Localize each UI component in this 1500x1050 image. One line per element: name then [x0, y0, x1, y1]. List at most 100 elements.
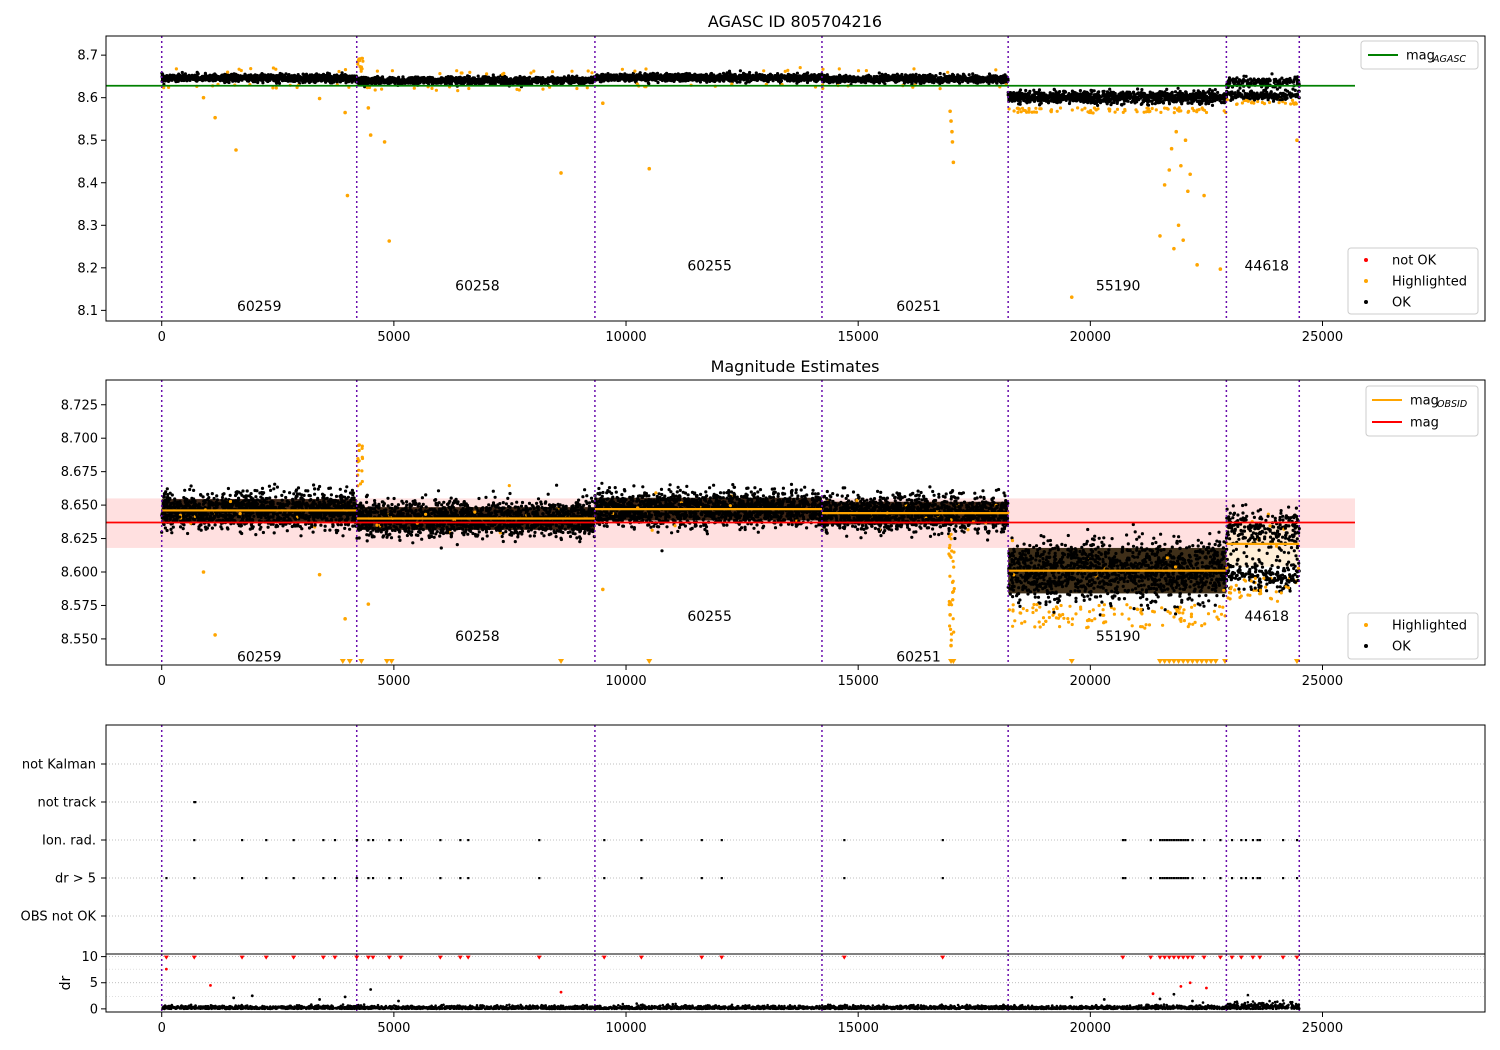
ok-point — [837, 73, 842, 77]
ok-point — [776, 72, 780, 76]
ok-point — [185, 74, 189, 78]
ok-point — [847, 79, 852, 83]
ok-point — [987, 72, 992, 76]
ok-point — [281, 78, 285, 82]
ok-point — [722, 74, 726, 78]
ok-point — [262, 75, 267, 79]
ok-point — [693, 77, 698, 82]
ok-point — [715, 75, 719, 79]
ok-point — [340, 71, 344, 75]
ok-point — [528, 79, 533, 83]
ok-point — [179, 74, 183, 78]
ok-point — [542, 79, 546, 84]
ok-point — [774, 75, 778, 79]
ok-point — [971, 75, 975, 79]
ok-point — [634, 74, 639, 78]
ok-point — [578, 81, 583, 85]
ok-point — [166, 79, 171, 83]
highlighted-point — [1083, 106, 1087, 110]
ok-point — [757, 75, 761, 79]
ok-point — [877, 71, 881, 75]
highlighted-point — [1012, 109, 1016, 113]
ok-point — [885, 77, 889, 81]
ok-point — [367, 78, 371, 82]
ok-point — [351, 79, 355, 83]
ok-point — [195, 74, 199, 79]
highlighted-point — [1055, 109, 1059, 113]
ok-point — [987, 76, 992, 80]
ok-point — [448, 82, 452, 86]
ok-point — [518, 80, 523, 84]
ok-point — [795, 71, 800, 75]
ok-point — [911, 73, 915, 77]
ok-point — [843, 76, 848, 80]
ok-point — [209, 76, 213, 81]
ok-point — [945, 80, 950, 84]
ok-point — [670, 78, 674, 82]
ok-point — [958, 75, 962, 80]
ok-point — [621, 76, 625, 80]
ok-point — [514, 81, 518, 85]
ok-point — [682, 76, 687, 80]
ok-point — [905, 75, 909, 79]
ok-point — [675, 75, 679, 79]
ok-point — [915, 78, 919, 82]
ok-point — [259, 77, 263, 81]
ok-point — [605, 74, 609, 78]
ok-point — [334, 74, 338, 78]
ok-point — [168, 75, 172, 79]
ok-point — [512, 78, 516, 82]
ok-point — [984, 77, 989, 81]
ok-point — [797, 79, 801, 84]
ok-point — [669, 73, 673, 77]
ok-point — [458, 75, 462, 79]
ok-point — [728, 71, 732, 75]
ok-point — [490, 78, 494, 82]
ok-point — [747, 73, 752, 77]
ok-point — [971, 72, 975, 76]
ok-point — [744, 75, 748, 79]
ok-point — [877, 81, 882, 85]
ok-point — [256, 80, 260, 85]
ok-point — [493, 76, 497, 80]
ok-point — [736, 76, 740, 80]
ok-point — [839, 79, 843, 83]
ok-point — [875, 79, 879, 83]
ok-point — [180, 70, 184, 75]
ok-point — [441, 79, 445, 83]
ok-point — [904, 79, 908, 83]
ok-point — [373, 77, 377, 81]
ok-point — [976, 76, 980, 80]
highlighted-point — [1017, 107, 1022, 111]
ok-point — [937, 76, 941, 80]
ok-point — [701, 73, 705, 77]
ok-point — [950, 78, 954, 82]
ok-point — [190, 73, 194, 77]
ok-point — [250, 75, 254, 79]
ok-point — [676, 72, 680, 76]
ok-point — [855, 76, 860, 80]
ok-point — [693, 74, 697, 78]
ok-point — [882, 77, 886, 81]
panel-title: AGASC ID 805704216 — [708, 12, 882, 31]
ok-point — [712, 75, 716, 79]
ok-point — [831, 76, 836, 80]
ok-point — [672, 78, 677, 82]
ok-point — [547, 78, 551, 82]
ok-point — [995, 76, 999, 80]
ok-point — [308, 74, 312, 78]
ok-point — [462, 77, 466, 81]
ok-point — [606, 77, 610, 81]
ok-point — [496, 79, 500, 83]
ok-point — [247, 77, 251, 81]
ok-point — [308, 77, 312, 81]
ok-point — [388, 81, 392, 85]
ok-point — [506, 79, 510, 83]
ok-point — [476, 74, 480, 78]
ok-point — [738, 80, 742, 84]
ok-point — [215, 77, 219, 81]
ok-point — [711, 77, 715, 81]
ok-point — [401, 75, 405, 79]
